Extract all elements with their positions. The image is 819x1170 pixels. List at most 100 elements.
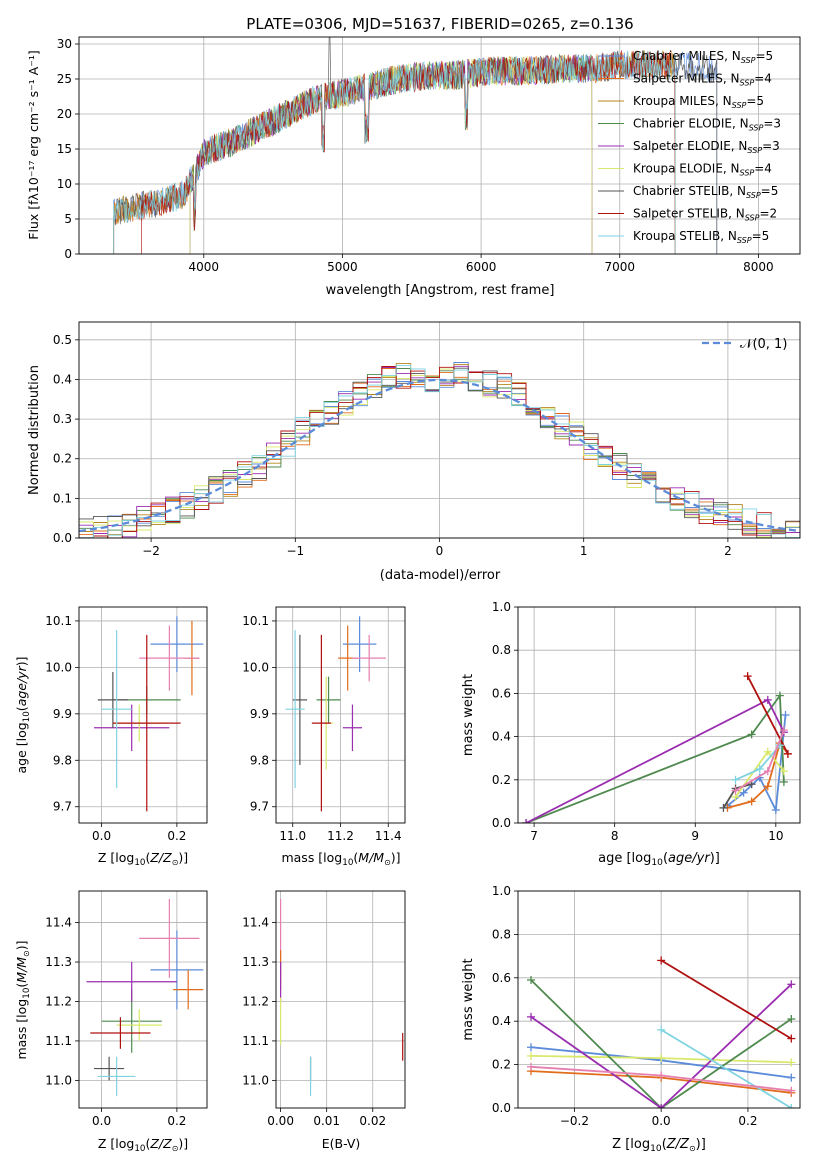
x-tick-label: 7 — [530, 829, 538, 843]
x-axis-label: age [log10(age/yr)] — [598, 851, 720, 868]
axes-frame — [78, 321, 801, 539]
plot-area — [285, 616, 386, 812]
y-tick-label: 9.7 — [53, 800, 72, 814]
x-axis-label: Z [log10(Z/Z⊙)] — [98, 850, 188, 868]
x-tick-label: 0.0 — [92, 829, 111, 843]
y-tick-label: 11.3 — [45, 955, 72, 969]
weight-line — [660, 1029, 792, 1108]
y-tick-label: 0.0 — [53, 531, 72, 545]
y-tick-label: 11.1 — [242, 1034, 269, 1048]
y-tick-label: 25 — [57, 72, 72, 86]
y-tick-label: 0.1 — [53, 491, 72, 505]
axes-frame — [275, 606, 406, 824]
x-tick-label: −1 — [286, 544, 304, 558]
weight-line — [525, 698, 785, 823]
x-tick-label: 0.0 — [652, 1114, 671, 1128]
x-axis-label: Z [log10(Z/Z⊙)] — [98, 1136, 188, 1154]
legend-entry: Salpeter MILES, NSSP=4 — [633, 72, 772, 88]
plot-area — [86, 898, 204, 1097]
y-tick-label: 11.4 — [242, 916, 269, 930]
x-tick-label: 0.01 — [313, 1114, 340, 1128]
y-tick-label: 10.1 — [45, 614, 72, 628]
x-tick-label: 8000 — [743, 260, 774, 274]
y-axis-label: Normed distribution — [27, 365, 42, 495]
plot-area — [79, 362, 800, 538]
y-tick-label: 0.6 — [492, 971, 511, 985]
x-tick-label: 2 — [724, 544, 732, 558]
x-tick-label: 0.2 — [167, 1114, 186, 1128]
y-tick-label: 0.0 — [492, 816, 511, 830]
y-axis-label: mass [log10(M/M⊙)] — [14, 940, 32, 1059]
x-axis-label: (data-model)/error — [380, 568, 501, 583]
y-tick-label: 0.3 — [53, 412, 72, 426]
x-tick-label: 1 — [580, 544, 588, 558]
y-tick-label: 11.2 — [45, 994, 72, 1008]
x-axis-label: wavelength [Angstrom, rest frame] — [326, 283, 555, 298]
spectrum-panel: 4000 5000 6000 7000 8000 0 5 10 15 20 25 30 waveleng… — [26, 36, 801, 298]
normal-curve — [79, 378, 800, 533]
spectrum-line — [113, 50, 676, 254]
x-tick-label: 4000 — [189, 260, 220, 274]
weight-vs-age-panel: 7 8 9 10 0.0 0.2 0.4 0.6 0.8 1.0 mass weight age [l… — [461, 600, 801, 868]
y-tick-label: 11.0 — [45, 1073, 72, 1087]
plot-area — [522, 672, 792, 823]
y-tick-label: 0.4 — [492, 1014, 511, 1028]
legend-entry: Chabrier MILES, NSSP=5 — [633, 49, 773, 65]
y-tick-label: 20 — [57, 107, 72, 121]
y-tick-label: 0.4 — [53, 372, 72, 386]
mass-vs-ebv-panel: 0.00 0.01 0.02 11.0 11.1 11.2 11.3 11.4 E(B-V) — [242, 890, 406, 1151]
y-axis-label: mass weight — [461, 958, 476, 1040]
weight-line — [530, 979, 792, 1108]
legend-entry: Kroupa ELODIE, NSSP=4 — [633, 162, 772, 178]
y-tick-label: 10 — [57, 177, 72, 191]
y-tick-label: 11.3 — [242, 955, 269, 969]
legend-entry: 𝒩(0, 1) — [740, 337, 787, 352]
y-tick-label: 10.0 — [242, 660, 269, 674]
x-tick-label: 6000 — [466, 260, 497, 274]
y-tick-label: 10.1 — [242, 614, 269, 628]
y-tick-label: 0.4 — [492, 730, 511, 744]
y-tick-label: 0.6 — [492, 686, 511, 700]
y-tick-label: 9.8 — [53, 753, 72, 767]
x-tick-label: 8 — [611, 829, 619, 843]
x-tick-label: 0.2 — [167, 829, 186, 843]
y-tick-label: 0 — [64, 247, 72, 261]
x-tick-label: 11.2 — [327, 829, 354, 843]
plot-area — [113, 37, 718, 254]
y-tick-label: 9.9 — [53, 707, 72, 721]
legend-entry: Chabrier ELODIE, NSSP=3 — [633, 117, 781, 133]
x-axis-label: mass [log10(M/M⊙)] — [281, 850, 400, 868]
axes-frame — [78, 36, 801, 255]
x-tick-label: −2 — [142, 544, 160, 558]
age-vs-metallicity-panel: 0.0 0.2 9.7 9.8 9.9 10.0 10.1 Z [log10(Z/Z⊙)] ag… — [14, 606, 208, 868]
y-axis-label: age [log10(age/yr)] — [14, 656, 32, 773]
y-tick-label: 5 — [64, 212, 72, 226]
y-tick-label: 0.8 — [492, 643, 511, 657]
x-tick-label: 0.2 — [738, 1114, 757, 1128]
figure-title: PLATE=0306, MJD=51637, FIBERID=0265, z=0… — [246, 15, 633, 33]
y-tick-label: 11.0 — [242, 1073, 269, 1087]
y-tick-label: 1.0 — [492, 884, 511, 898]
x-tick-label: 10 — [768, 829, 783, 843]
weight-line — [660, 959, 792, 1040]
weight-vs-metallicity-panel: −0.2 0.0 0.2 0.0 0.2 0.4 0.6 0.8 1.0 mass weight Z… — [461, 884, 801, 1154]
x-tick-label: 5000 — [327, 260, 358, 274]
x-tick-label: 0 — [436, 544, 444, 558]
mass-vs-metallicity-panel: 0.0 0.2 11.0 11.1 11.2 11.3 11.4 Z [log10(Z/Z⊙)… — [14, 890, 208, 1154]
y-tick-label: 1.0 — [492, 600, 511, 614]
y-axis-label: Flux [fλ10⁻¹⁷ erg cm⁻² s⁻¹ A⁻¹] — [26, 50, 41, 239]
y-tick-label: 0.2 — [492, 773, 511, 787]
legend-entry: Salpeter STELIB, NSSP=2 — [633, 207, 777, 223]
plot-area — [280, 898, 404, 1097]
legend-entry: Kroupa STELIB, NSSP=5 — [633, 229, 769, 245]
y-tick-label: 9.7 — [250, 800, 269, 814]
plot-area — [94, 616, 204, 812]
y-tick-label: 9.9 — [250, 707, 269, 721]
legend-entry: Kroupa MILES, NSSP=5 — [633, 94, 764, 110]
legend-entry: Chabrier STELIB, NSSP=5 — [633, 184, 778, 200]
y-tick-label: 0.0 — [492, 1101, 511, 1115]
axes-frame — [78, 890, 208, 1109]
axes-frame — [517, 606, 801, 824]
y-tick-label: 15 — [57, 142, 72, 156]
